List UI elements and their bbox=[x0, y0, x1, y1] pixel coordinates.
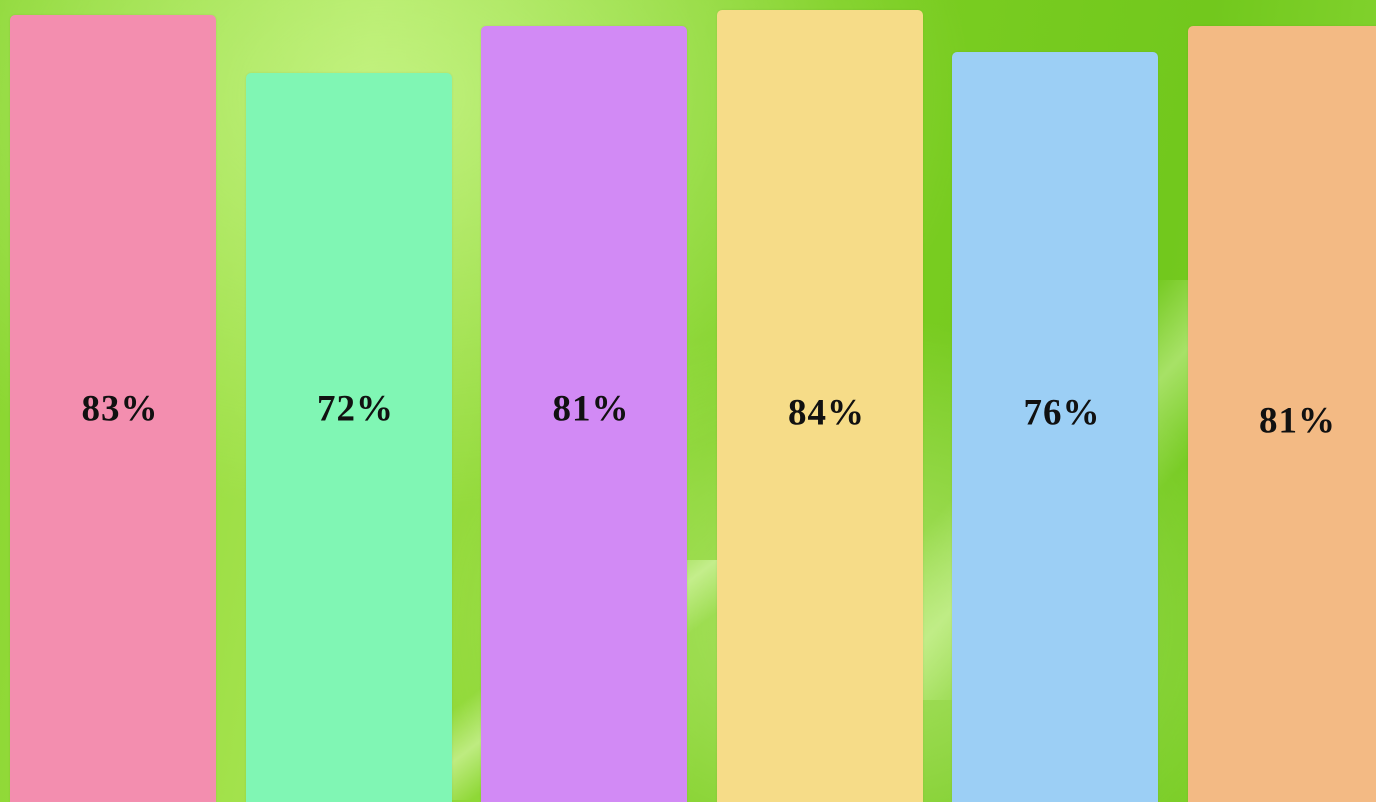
bar bbox=[10, 15, 216, 802]
bar-value-label: 81% bbox=[1259, 400, 1336, 442]
bar bbox=[245, 73, 452, 802]
bar-value-label: 84% bbox=[788, 392, 865, 434]
bar bbox=[481, 25, 687, 802]
bar bbox=[1187, 25, 1376, 802]
bar-value-label: 72% bbox=[317, 388, 394, 430]
bar-value-label: 76% bbox=[1023, 392, 1101, 434]
bar bbox=[716, 10, 923, 802]
bar-value-label: 81% bbox=[552, 388, 630, 430]
bar-value-label: 83% bbox=[81, 388, 159, 430]
bar bbox=[952, 52, 1158, 802]
